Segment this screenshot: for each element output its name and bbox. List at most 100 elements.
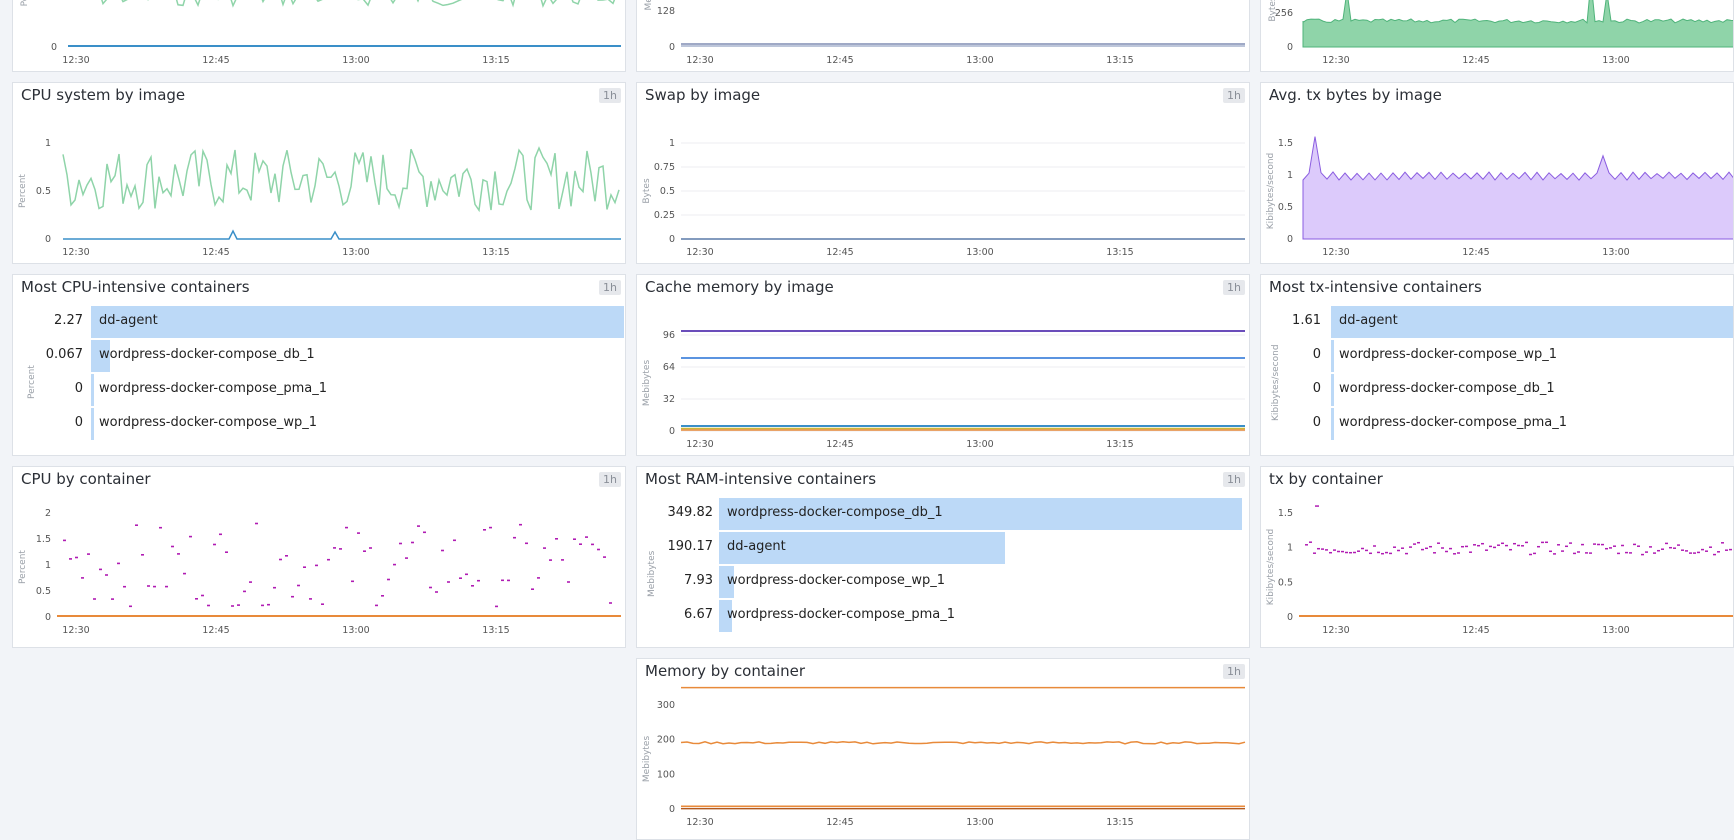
toplist-label: wordpress-docker-compose_wp_1 [727, 573, 946, 588]
toplist-label: dd-agent [727, 539, 786, 554]
series-line [680, 741, 1246, 745]
toplist-label: wordpress-docker-compose_pma_1 [1339, 415, 1568, 430]
toplist-label: wordpress-docker-compose_pma_1 [727, 607, 956, 622]
x-tick-label: 12:45 [202, 247, 229, 258]
tx-container-chart: 1.5 1 0.5 0 12:30 12:45 13:00 Kibibytes/second [1266, 505, 1733, 636]
x-tick-label: 12:45 [1462, 625, 1489, 636]
x-tick-label: 13:15 [482, 55, 509, 66]
y-tick-label: 0.5 [1278, 577, 1293, 588]
toplist-value: 0 [74, 415, 83, 430]
toplist-bar [719, 532, 1005, 564]
y-tick-label: 1 [1287, 543, 1293, 554]
y-tick-label: 0 [1287, 612, 1293, 623]
y-tick-label: 200 [657, 735, 675, 746]
toplist: 2.27 dd-agent 0.067 wordpress-docker-compos… [13, 305, 625, 455]
x-tick-label: 13:00 [1602, 625, 1629, 636]
widget-top-mid: 128 0 12:30 12:45 13:00 13:15 Meb [636, 0, 1250, 72]
x-tick-label: 12:30 [1322, 55, 1349, 66]
y-tick-label: 0 [51, 42, 57, 53]
x-tick-label: 12:30 [62, 625, 89, 636]
toplist-label: wordpress-docker-compose_pma_1 [99, 381, 328, 396]
toplist-row[interactable]: 190.17 dd-agent [637, 531, 1249, 565]
widget-cache[interactable]: Cache memory by image 1h 96 64 32 0 12:30 12:… [636, 274, 1250, 456]
x-tick-label: 12:45 [202, 625, 229, 636]
widget-avg-tx[interactable]: Avg. tx bytes by image 1.5 1 0.5 0 12:30 12:4… [1260, 82, 1734, 264]
widget-tx-top[interactable]: Most tx-intensive containers Kibibytes/s… [1260, 274, 1734, 456]
toplist-row[interactable]: 0 wordpress-docker-compose_db_1 [1261, 373, 1733, 407]
widget-ram-top[interactable]: Most RAM-intensive containers 1h Mebibyt… [636, 466, 1250, 648]
toplist-value: 0 [74, 381, 83, 396]
widget-cpu-system[interactable]: CPU system by image 1h 1 0.5 0 12:30 12:45 13… [12, 82, 626, 264]
y-tick-label: 96 [663, 330, 675, 341]
y-tick-label: 100 [657, 769, 675, 780]
y-axis-label: Percent [18, 174, 28, 208]
toplist-row[interactable]: 7.93 wordpress-docker-compose_wp_1 [637, 565, 1249, 599]
toplist-row[interactable]: 0 wordpress-docker-compose_pma_1 [1261, 407, 1733, 441]
x-tick-label: 13:15 [1106, 55, 1133, 66]
toplist-row[interactable]: 2.27 dd-agent [13, 305, 625, 339]
y-tick-label: 0.25 [654, 210, 675, 221]
y-axis-label: Percent [18, 550, 28, 584]
toplist-value: 0.067 [45, 347, 83, 362]
toplist-bar [719, 498, 1242, 530]
widget-title: Cache memory by image [645, 278, 834, 296]
x-tick-label: 13:00 [966, 817, 993, 828]
toplist-row[interactable]: 0 wordpress-docker-compose_wp_1 [1261, 339, 1733, 373]
y-tick-label: 1.5 [1278, 138, 1293, 149]
widget-cpu-top[interactable]: Most CPU-intensive containers 1h Percent… [12, 274, 626, 456]
y-tick-label: 256 [1275, 8, 1293, 19]
timeframe-badge[interactable]: 1h [1223, 280, 1245, 295]
toplist-bar [91, 340, 110, 372]
toplist-value: 0 [1312, 347, 1321, 362]
widget-title: Most RAM-intensive containers [645, 470, 877, 488]
x-tick-label: 13:15 [1106, 247, 1133, 258]
timeframe-badge[interactable]: 1h [599, 280, 621, 295]
y-axis-label: Bytes [1268, 0, 1278, 22]
toplist-row[interactable]: 0.067 wordpress-docker-compose_db_1 [13, 339, 625, 373]
widget-title: Memory by container [645, 662, 806, 680]
widget-title: Most CPU-intensive containers [21, 278, 250, 296]
x-tick-label: 12:45 [826, 439, 853, 450]
x-tick-label: 13:15 [482, 247, 509, 258]
x-tick-label: 12:45 [1462, 55, 1489, 66]
toplist-label: dd-agent [99, 313, 158, 328]
x-tick-label: 13:00 [1602, 247, 1629, 258]
timeframe-badge[interactable]: 1h [1223, 472, 1245, 487]
toplist: 349.82 wordpress-docker-compose_db_1 190.1… [637, 497, 1249, 647]
y-tick-label: 128 [657, 6, 675, 17]
toplist-row[interactable]: 1.61 dd-agent [1261, 305, 1733, 339]
timeframe-badge[interactable]: 1h [1223, 88, 1245, 103]
toplist-value: 349.82 [667, 505, 714, 520]
widget-top-left: 0 12:30 12:45 13:00 13:15 Pe [12, 0, 626, 72]
widget-swap[interactable]: Swap by image 1h 1 0.75 0.5 0.25 0 12:30 12:45… [636, 82, 1250, 264]
cpu-container-chart: 2 1.5 1 0.5 0 12:30 12:45 13:00 13:15 Percent [18, 508, 621, 636]
widget-title: tx by container [1269, 470, 1383, 488]
widget-cpu-container[interactable]: CPU by container 1h 2 1.5 1 0.5 0 12:30 12:45 1… [12, 466, 626, 648]
widget-title: CPU by container [21, 470, 151, 488]
toplist-row[interactable]: 6.67 wordpress-docker-compose_pma_1 [637, 599, 1249, 633]
y-tick-label: 1 [45, 138, 51, 149]
y-tick-label: 64 [663, 362, 675, 373]
toplist-row[interactable]: 0 wordpress-docker-compose_wp_1 [13, 407, 625, 441]
timeframe-badge[interactable]: 1h [599, 88, 621, 103]
toplist-row[interactable]: 0 wordpress-docker-compose_pma_1 [13, 373, 625, 407]
widget-tx-container[interactable]: tx by container 1.5 1 0.5 0 12:30 12:45 13:00 K… [1260, 466, 1734, 648]
widget-title: Swap by image [645, 86, 761, 104]
widget-memory-container[interactable]: Memory by container 1h 300 200 100 0 12:30 12… [636, 658, 1250, 840]
toplist-row[interactable]: 349.82 wordpress-docker-compose_db_1 [637, 497, 1249, 531]
widget-title: CPU system by image [21, 86, 186, 104]
toplist-bar [719, 600, 732, 632]
y-tick-label: 300 [657, 700, 675, 711]
toplist-bar [91, 408, 94, 440]
series-line [62, 146, 620, 213]
timeframe-badge[interactable]: 1h [1223, 664, 1245, 679]
widget-title: Avg. tx bytes by image [1269, 86, 1442, 104]
y-tick-label: 2 [45, 508, 51, 519]
cache-chart: 96 64 32 0 12:30 12:45 13:00 13:15 Mebibytes [642, 330, 1245, 450]
y-tick-label: 0 [1287, 42, 1293, 53]
toplist-value: 0 [1312, 381, 1321, 396]
timeframe-badge[interactable]: 1h [599, 472, 621, 487]
toplist-bar [1331, 306, 1733, 338]
x-tick-label: 13:00 [342, 625, 369, 636]
x-tick-label: 13:15 [1106, 439, 1133, 450]
